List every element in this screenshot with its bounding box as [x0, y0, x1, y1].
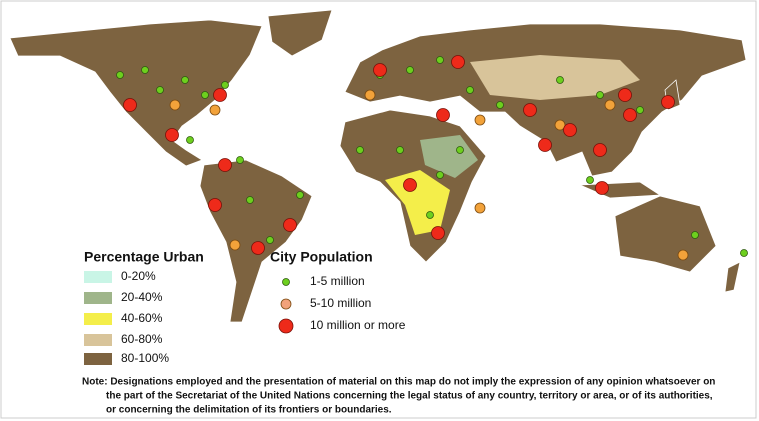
city [251, 241, 265, 255]
legend-city: City Population 1-5 million 5-10 million… [270, 249, 406, 334]
north-america [9, 19, 263, 167]
legend-swatch [84, 334, 112, 346]
city [636, 106, 644, 114]
city [466, 86, 474, 94]
legend-swatch [84, 271, 112, 283]
city [169, 99, 181, 111]
city [218, 158, 232, 172]
note-line: Note: Designations employed and the pres… [82, 377, 715, 388]
city [563, 123, 577, 137]
city [456, 146, 464, 154]
africa-region-40-60 [385, 170, 450, 235]
city [677, 249, 689, 261]
city [596, 91, 604, 99]
city [554, 119, 566, 131]
city [246, 196, 254, 204]
city [618, 88, 632, 102]
city [165, 128, 179, 142]
city [436, 108, 450, 122]
city [426, 211, 434, 219]
city [691, 231, 699, 239]
city [436, 171, 444, 179]
legend-marker [280, 298, 292, 310]
new-zealand [724, 261, 741, 293]
city [474, 202, 486, 214]
note: Note: Designations employed and the pres… [82, 377, 715, 416]
city [451, 55, 465, 69]
city [474, 114, 486, 126]
eurasia [344, 23, 747, 177]
city [364, 89, 376, 101]
city [538, 138, 552, 152]
city [123, 98, 137, 112]
city [436, 56, 444, 64]
legend-swatch [84, 353, 112, 365]
city [556, 76, 564, 84]
legend-label: 0-20% [121, 269, 156, 283]
city [296, 191, 304, 199]
city [283, 218, 297, 232]
legend-swatch [84, 313, 112, 325]
city [213, 88, 227, 102]
legend-marker [278, 318, 294, 334]
city [181, 76, 189, 84]
city [201, 91, 209, 99]
city [623, 108, 637, 122]
city [229, 239, 241, 251]
city [406, 66, 414, 74]
city [593, 143, 607, 157]
city [431, 226, 445, 240]
legend-title: City Population [270, 249, 373, 265]
legend-title: Percentage Urban [84, 249, 204, 265]
legend-label: 80-100% [121, 351, 169, 365]
greenland [267, 9, 333, 57]
cities [116, 55, 748, 261]
city [523, 103, 537, 117]
city [661, 95, 675, 109]
legend-urban: Percentage Urban 0-20% 20-40% 40-60% 60-… [84, 249, 204, 365]
city [209, 104, 221, 116]
note-line: the part of the Secretariat of the Unite… [106, 391, 713, 402]
legend-label: 60-80% [121, 332, 163, 346]
city [208, 198, 222, 212]
legend-swatch [84, 292, 112, 304]
australia [614, 195, 717, 273]
city [156, 86, 164, 94]
legend-label: 40-60% [121, 311, 163, 325]
city [403, 178, 417, 192]
city [221, 81, 229, 89]
city [236, 156, 244, 164]
legend-marker [282, 278, 290, 286]
city [595, 181, 609, 195]
city [356, 146, 364, 154]
city [740, 249, 748, 257]
city [586, 176, 594, 184]
city [373, 63, 387, 77]
city [266, 236, 274, 244]
africa-region-20-40 [420, 135, 478, 178]
city [116, 71, 124, 79]
legend-label: 5-10 million [310, 296, 371, 310]
legend-label: 1-5 million [310, 274, 365, 288]
city [186, 136, 194, 144]
legend-label: 10 million or more [310, 318, 406, 332]
central-asia-region [470, 55, 640, 100]
city [604, 99, 616, 111]
legend-label: 20-40% [121, 290, 163, 304]
south-america [199, 159, 313, 323]
city [396, 146, 404, 154]
note-line: or concerning the delimitation of its fr… [106, 405, 392, 416]
city [496, 101, 504, 109]
city [141, 66, 149, 74]
